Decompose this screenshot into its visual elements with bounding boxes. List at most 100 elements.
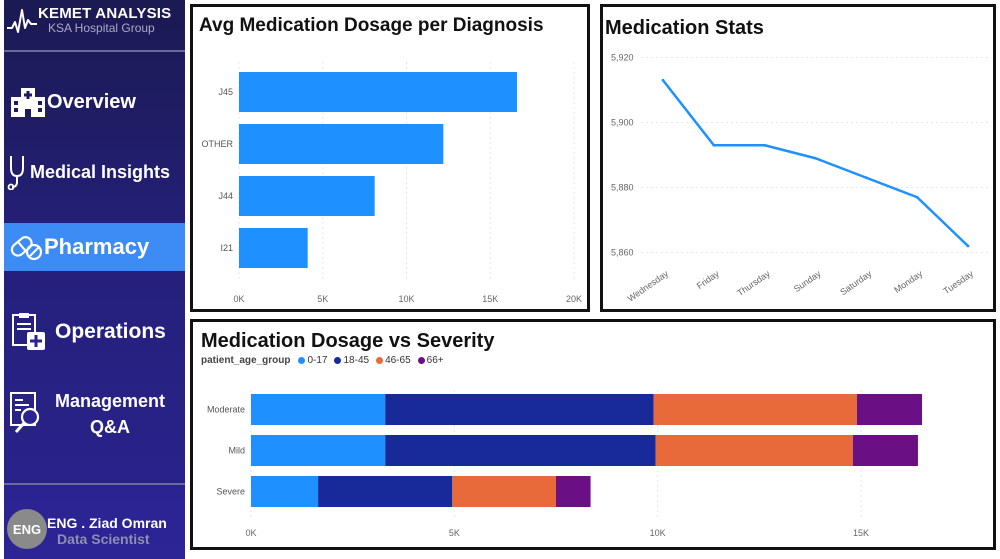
- data-point-wednesday: [661, 78, 665, 82]
- sidebar: KEMET ANALYSIS KSA Hospital Group Overvi…: [4, 0, 185, 559]
- category-label: Severe: [216, 487, 245, 497]
- category-label: Moderate: [207, 405, 245, 415]
- bar-other: [239, 124, 444, 164]
- x-tick-label: 10K: [650, 528, 666, 538]
- bar-j45: [239, 72, 518, 112]
- x-tick-label: Saturday: [838, 268, 874, 297]
- x-tick-label: Thursday: [735, 268, 772, 298]
- pills-icon: [10, 236, 43, 261]
- nav-operations[interactable]: Operations: [4, 308, 185, 356]
- brand-header: KEMET ANALYSIS KSA Hospital Group: [4, 0, 185, 52]
- legend-item-46-65[interactable]: 46-65: [376, 355, 411, 366]
- dosage-vs-severity-title: Medication Dosage vs Severity: [201, 330, 495, 352]
- bar-segment-severe-0-17: [251, 476, 319, 507]
- x-tick-label: 5K: [317, 294, 328, 304]
- brand-subtitle: KSA Hospital Group: [48, 21, 155, 35]
- data-point-tuesday: [966, 244, 970, 248]
- nav-management-line1: Management: [54, 391, 166, 411]
- x-tick-label: 15K: [853, 528, 869, 538]
- legend-item-18-45[interactable]: 18-45: [334, 355, 369, 366]
- x-tick-label: Monday: [892, 268, 924, 295]
- bar-j44: [239, 176, 375, 216]
- bar-segment-moderate-46-65: [653, 394, 857, 425]
- medical-clipboard-icon: [12, 313, 45, 350]
- legend-item-0-17[interactable]: 0-17: [298, 355, 327, 366]
- data-point-saturday: [864, 176, 868, 180]
- x-tick-label: 15K: [482, 294, 498, 304]
- nav-pharmacy-label: Pharmacy: [44, 234, 150, 259]
- hospital-icon: [11, 88, 45, 117]
- legend-label: 46-65: [385, 355, 411, 366]
- x-tick-label: Tuesday: [941, 268, 975, 296]
- nav-management-label: Management Q&A: [45, 388, 175, 440]
- y-tick-label: 5,920: [611, 53, 634, 63]
- bar-segment-mild-0-17: [251, 435, 386, 466]
- y-tick-label: 5,900: [611, 118, 634, 128]
- nav-overview-label: Overview: [47, 90, 136, 113]
- dosage-per-diagnosis-title: Avg Medication Dosage per Diagnosis: [199, 15, 544, 36]
- bar-segment-severe-46-65: [452, 476, 556, 507]
- data-point-friday: [712, 143, 716, 147]
- bar-segment-severe-18-45: [318, 476, 453, 507]
- data-point-monday: [915, 195, 919, 199]
- report-search-icon: [10, 392, 40, 433]
- x-tick-label: Wednesday: [626, 268, 671, 304]
- legend-label: 66+: [426, 355, 444, 366]
- bar-segment-severe-66-plus: [556, 476, 591, 507]
- medication-stats-chart: 5,920 5,900 5,880 5,860 Wednesday Friday Thurs…: [611, 53, 988, 304]
- dosage-vs-severity-chart: 0K 5K 10K 15K Moderate Mild Severe: [207, 390, 922, 538]
- legend-dot: [417, 357, 425, 364]
- medication-stats-title: Medication Stats: [605, 17, 764, 39]
- x-tick-label: 0K: [233, 294, 244, 304]
- legend-dot: [334, 357, 342, 364]
- nav-medical-insights[interactable]: Medical Insights: [4, 150, 185, 194]
- brand-title: KEMET ANALYSIS: [38, 5, 172, 22]
- dosage-vs-severity-panel: Medication Dosage vs Severity patient_ag…: [190, 319, 996, 550]
- data-point-thursday: [763, 143, 767, 147]
- stethoscope-icon: [7, 156, 24, 190]
- x-tick-label: 5K: [449, 528, 460, 538]
- series-line: [662, 79, 969, 247]
- x-tick-label: 10K: [398, 294, 414, 304]
- nav-management-line2: Q&A: [90, 417, 130, 437]
- medication-stats-panel: Medication Stats 5,920 5,900 5,880 5,860 Wed…: [600, 4, 996, 312]
- legend-title: patient_age_group: [201, 355, 291, 366]
- bar-segment-moderate-18-45: [385, 394, 654, 425]
- legend-item-66-plus[interactable]: 66+: [417, 355, 444, 366]
- y-tick-label: 5,880: [611, 183, 634, 193]
- avatar: ENG: [7, 509, 47, 549]
- legend-label: 18-45: [343, 355, 370, 366]
- nav-overview[interactable]: Overview: [4, 82, 185, 122]
- dosage-per-diagnosis-chart: 0K 5K 10K 15K 20K J45 OTHER J44 I21: [202, 62, 582, 304]
- profile-role: Data Scientist: [57, 531, 150, 547]
- bar-segment-mild-46-65: [655, 435, 853, 466]
- bar-segment-moderate-0-17: [251, 394, 386, 425]
- nav-pharmacy[interactable]: Pharmacy: [4, 223, 185, 271]
- category-label: I21: [220, 243, 233, 253]
- data-point-sunday: [814, 156, 817, 160]
- bar-i21: [239, 228, 308, 268]
- legend-dot: [376, 357, 384, 364]
- category-label: J45: [218, 87, 233, 97]
- dosage-per-diagnosis-panel: Avg Medication Dosage per Diagnosis 0K 5K…: [190, 4, 590, 312]
- nav-operations-label: Operations: [55, 320, 166, 343]
- bar-segment-mild-18-45: [385, 435, 656, 466]
- y-tick-label: 5,860: [611, 248, 634, 258]
- x-tick-label: 0K: [245, 528, 256, 538]
- bar-segment-mild-66-plus: [852, 435, 918, 466]
- legend-dot: [298, 357, 306, 364]
- category-label: J44: [218, 191, 233, 201]
- category-label: OTHER: [202, 139, 234, 149]
- age-group-legend: patient_age_group 0-17 18-45 46-65 66+: [201, 355, 447, 366]
- user-profile: ENG ENG . Ziad Omran Data Scientist: [4, 483, 185, 559]
- bar-segment-moderate-66-plus: [856, 394, 922, 425]
- x-tick-label: 20K: [566, 294, 582, 304]
- x-tick-label: Sunday: [792, 268, 823, 294]
- profile-name: ENG . Ziad Omran: [47, 515, 167, 531]
- x-tick-label: Friday: [695, 268, 722, 291]
- legend-label: 0-17: [307, 355, 328, 366]
- pulse-logo-icon: [7, 9, 37, 33]
- nav-management-qa[interactable]: Management Q&A: [4, 386, 185, 442]
- nav-medical-label: Medical Insights: [30, 161, 171, 182]
